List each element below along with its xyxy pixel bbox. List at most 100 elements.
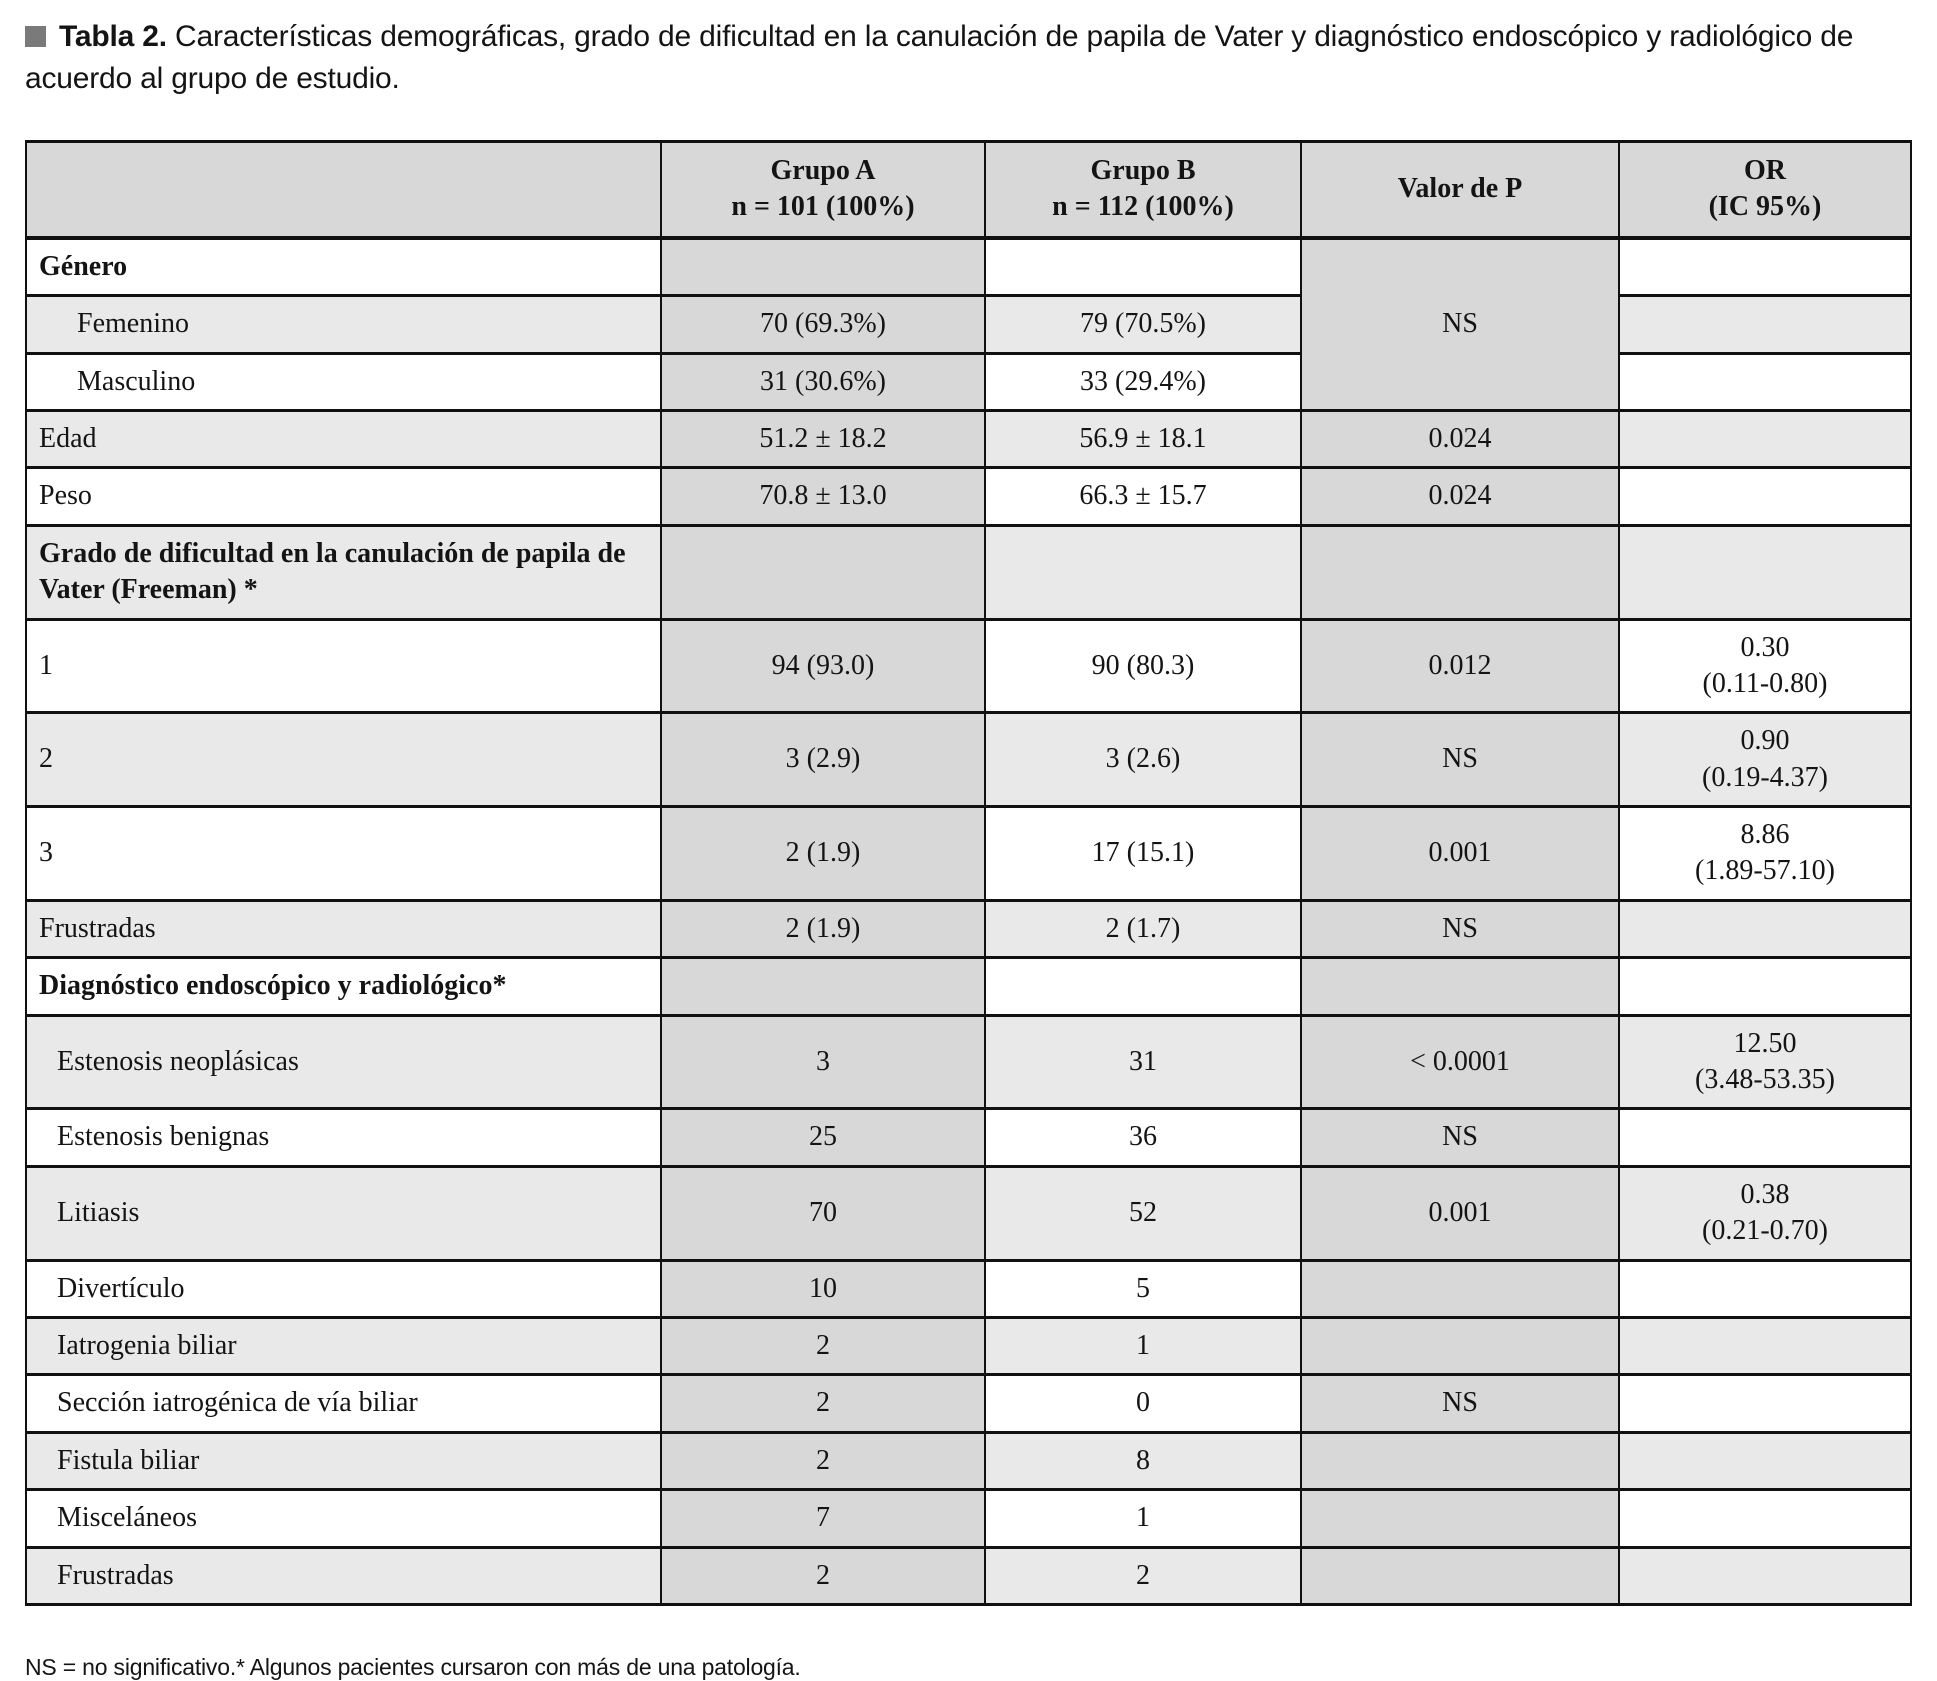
grupo-b-value: 36 bbox=[984, 1107, 1302, 1168]
table-row: Litiasis 70 52 0.001 0.38 (0.21-0.70) bbox=[25, 1164, 1912, 1262]
demographics-table: Grupo A n = 101 (100%) Grupo B n = 112 (… bbox=[25, 139, 1912, 1606]
row-label: Género bbox=[25, 236, 662, 298]
p-value: NS bbox=[1300, 711, 1620, 809]
or-value: 0.90 (0.19-4.37) bbox=[1618, 711, 1912, 809]
grupo-b-value: 1 bbox=[984, 1488, 1302, 1549]
table-row: Frustradas 2 2 bbox=[25, 1545, 1912, 1606]
grupo-a-value: 70 (69.3%) bbox=[660, 294, 986, 355]
p-value bbox=[1300, 1488, 1620, 1549]
table-row: Género NS bbox=[25, 236, 1912, 412]
table-row: Edad 51.2 ± 18.2 56.9 ± 18.1 0.024 bbox=[25, 408, 1912, 470]
p-value: NS bbox=[1300, 1373, 1620, 1434]
p-value: < 0.0001 bbox=[1300, 1013, 1620, 1111]
row-label: Diagnóstico endoscópico y radiológico* bbox=[25, 956, 662, 1017]
grupo-b-value: 2 bbox=[984, 1545, 1302, 1606]
grupo-a-value: 94 (93.0) bbox=[660, 617, 986, 715]
grupo-a-value: 2 bbox=[660, 1430, 986, 1492]
p-value: NS bbox=[1300, 236, 1620, 412]
or-value bbox=[1618, 236, 1912, 298]
grupo-a-value: 70 bbox=[660, 1164, 986, 1262]
grupo-b-value bbox=[984, 523, 1302, 621]
table-title-text: Características demográficas, grado de d… bbox=[25, 20, 1854, 95]
or-value bbox=[1618, 1315, 1912, 1377]
p-value: NS bbox=[1300, 1107, 1620, 1168]
column-header-grupo-a: Grupo A n = 101 (100%) bbox=[660, 139, 986, 240]
grupo-a-value: 70.8 ± 13.0 bbox=[660, 466, 986, 527]
p-value: 0.012 bbox=[1300, 617, 1620, 715]
p-value: 0.001 bbox=[1300, 1164, 1620, 1262]
or-value: 0.38 (0.21-0.70) bbox=[1618, 1164, 1912, 1262]
table-row: Sección iatrogénica de vía biliar 2 0 NS bbox=[25, 1373, 1912, 1434]
table-row: Fistula biliar 2 8 bbox=[25, 1430, 1912, 1492]
column-header-or: OR (IC 95%) bbox=[1618, 139, 1912, 240]
or-value bbox=[1618, 1545, 1912, 1606]
or-value bbox=[1618, 956, 1912, 1017]
grupo-b-value: 31 bbox=[984, 1013, 1302, 1111]
row-label: Divertículo bbox=[25, 1258, 662, 1319]
table-footnote: NS = no significativo.* Algunos paciente… bbox=[25, 1653, 801, 1680]
grupo-b-value: 1 bbox=[984, 1315, 1302, 1377]
or-value bbox=[1618, 1488, 1912, 1549]
grupo-b-value: 52 bbox=[984, 1164, 1302, 1262]
or-value: 8.86 (1.89-57.10) bbox=[1618, 805, 1912, 902]
grupo-a-value bbox=[660, 236, 986, 298]
table-row: Divertículo 10 5 bbox=[25, 1258, 1912, 1319]
table-title-label: Tabla 2. bbox=[59, 20, 167, 53]
grupo-b-value: 66.3 ± 15.7 bbox=[984, 466, 1302, 527]
grupo-b-value: 5 bbox=[984, 1258, 1302, 1319]
p-value bbox=[1300, 1258, 1620, 1319]
or-value bbox=[1618, 523, 1912, 621]
grupo-a-value: 3 bbox=[660, 1013, 986, 1111]
grupo-a-value: 10 bbox=[660, 1258, 986, 1319]
row-label: Femenino bbox=[25, 294, 662, 355]
table-row: 1 94 (93.0) 90 (80.3) 0.012 0.30 (0.11-0.80) bbox=[25, 617, 1912, 715]
row-label: 3 bbox=[25, 805, 662, 902]
grupo-a-value bbox=[660, 956, 986, 1017]
grupo-a-value: 3 (2.9) bbox=[660, 711, 986, 809]
table-row: Grado de dificultad en la canulación de … bbox=[25, 523, 1912, 621]
grupo-b-value: 0 bbox=[984, 1373, 1302, 1434]
or-value: 12.50 (3.48-53.35) bbox=[1618, 1013, 1912, 1111]
column-header-valor-p: Valor de P bbox=[1300, 139, 1620, 240]
grupo-a-value: 2 bbox=[660, 1545, 986, 1606]
table-row: Peso 70.8 ± 13.0 66.3 ± 15.7 0.024 bbox=[25, 466, 1912, 527]
p-value bbox=[1300, 956, 1620, 1017]
grupo-a-value: 2 bbox=[660, 1373, 986, 1434]
row-label: Estenosis benignas bbox=[25, 1107, 662, 1168]
or-value bbox=[1618, 1430, 1912, 1492]
row-label: Frustradas bbox=[25, 898, 662, 960]
table-title: Tabla 2. Características demográficas, g… bbox=[25, 16, 1870, 100]
p-value bbox=[1300, 1430, 1620, 1492]
p-value: NS bbox=[1300, 898, 1620, 960]
column-header-label bbox=[25, 139, 662, 240]
grupo-b-value bbox=[984, 956, 1302, 1017]
row-label: Litiasis bbox=[25, 1164, 662, 1262]
p-value bbox=[1300, 1545, 1620, 1606]
p-value bbox=[1300, 1315, 1620, 1377]
grupo-a-value: 2 (1.9) bbox=[660, 898, 986, 960]
p-value: 0.001 bbox=[1300, 805, 1620, 902]
row-label: 1 bbox=[25, 617, 662, 715]
grupo-b-value: 3 (2.6) bbox=[984, 711, 1302, 809]
or-value bbox=[1618, 898, 1912, 960]
grupo-b-value bbox=[984, 236, 1302, 298]
p-value: 0.024 bbox=[1300, 408, 1620, 470]
table-row: Misceláneos 7 1 bbox=[25, 1488, 1912, 1549]
or-value bbox=[1618, 351, 1912, 412]
grupo-b-value: 56.9 ± 18.1 bbox=[984, 408, 1302, 470]
row-label: Sección iatrogénica de vía biliar bbox=[25, 1373, 662, 1434]
table-row: Femenino 70 (69.3%) 79 (70.5%) bbox=[25, 294, 1912, 355]
or-value bbox=[1618, 294, 1912, 355]
grupo-b-value: 79 (70.5%) bbox=[984, 294, 1302, 355]
grupo-a-value: 2 bbox=[660, 1315, 986, 1377]
row-label: Masculino bbox=[25, 351, 662, 412]
table-row: Estenosis neoplásicas 3 31 < 0.0001 12.50 (3… bbox=[25, 1013, 1912, 1111]
grupo-b-value: 8 bbox=[984, 1430, 1302, 1492]
p-value bbox=[1300, 523, 1620, 621]
grupo-b-value: 2 (1.7) bbox=[984, 898, 1302, 960]
row-label: Frustradas bbox=[25, 1545, 662, 1606]
table-body: Género NS Femenino 70 (69.3%) 79 (70.5%) Masc… bbox=[25, 236, 1912, 1606]
row-label: Iatrogenia biliar bbox=[25, 1315, 662, 1377]
column-header-grupo-b: Grupo B n = 112 (100%) bbox=[984, 139, 1302, 240]
